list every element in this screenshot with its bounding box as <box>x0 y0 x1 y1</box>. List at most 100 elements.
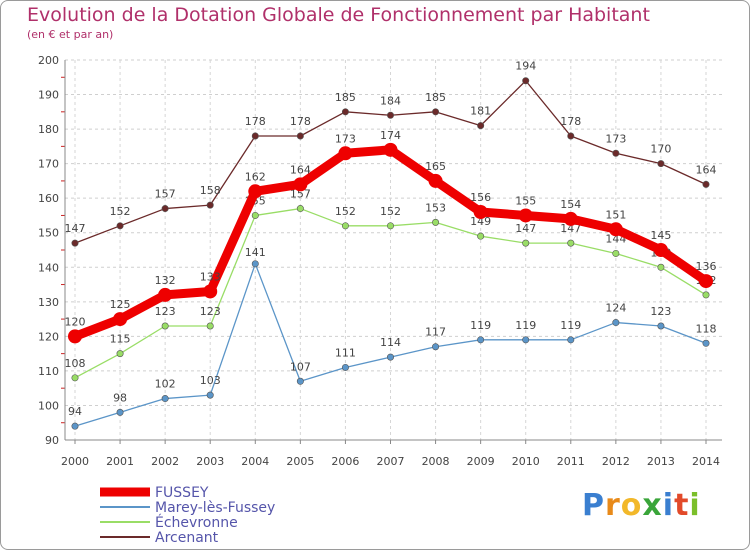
data-point <box>206 322 214 330</box>
data-point <box>296 205 304 213</box>
data-point <box>702 291 710 299</box>
x-tick-label: 2001 <box>106 455 134 468</box>
y-tick-label: 120 <box>38 330 59 343</box>
x-tick-label: 2010 <box>512 455 540 468</box>
chart-title: Evolution de la Dotation Globale de Fonc… <box>27 4 650 26</box>
data-point <box>522 336 530 344</box>
x-tick-label: 2014 <box>692 455 720 468</box>
data-label: 155 <box>515 194 536 207</box>
data-point <box>386 222 394 230</box>
data-label: 98 <box>113 391 127 404</box>
data-label: 147 <box>65 222 86 235</box>
data-label: 125 <box>110 298 131 311</box>
data-label: 117 <box>425 326 446 339</box>
x-tick-label: 2013 <box>647 455 675 468</box>
data-label: 119 <box>515 319 536 332</box>
x-tick-label: 2007 <box>377 455 405 468</box>
series-fussey: 120 125 132 133 162 164 173 174 165 156 155 154 151 1… <box>65 129 717 344</box>
data-point <box>251 132 259 140</box>
x-tick-label: 2009 <box>467 455 495 468</box>
data-label: 147 <box>560 222 581 235</box>
data-point <box>161 395 169 403</box>
data-point <box>653 243 668 257</box>
data-point <box>296 132 304 140</box>
series-marey-l-s-fussey: 94 98 102 103 141 107 111 114 117 119 119 119 124 123… <box>68 246 717 430</box>
data-label: 124 <box>605 302 626 315</box>
data-point <box>563 211 578 226</box>
data-label: 123 <box>200 305 221 318</box>
data-label: 153 <box>425 201 446 214</box>
data-label: 120 <box>65 315 86 328</box>
data-point <box>432 343 440 351</box>
data-point <box>699 274 713 289</box>
data-point <box>432 108 440 116</box>
data-label: 145 <box>650 229 671 242</box>
data-label: 114 <box>380 336 401 349</box>
data-label: 141 <box>245 246 266 259</box>
data-label: 157 <box>290 188 311 201</box>
data-point <box>612 149 620 157</box>
series-arcenant: 147 152 157 158 178 178 185 184 185 181 194 178 173 1… <box>65 60 717 247</box>
y-tick-label: 160 <box>38 192 59 205</box>
data-point <box>341 108 349 116</box>
x-tick-label: 2005 <box>286 455 314 468</box>
data-point <box>161 205 169 213</box>
x-tick-label: 2000 <box>61 455 89 468</box>
legend-label: Échevronne <box>155 514 238 531</box>
data-point <box>383 142 398 157</box>
data-label: 178 <box>245 115 266 128</box>
data-label: 185 <box>425 91 446 104</box>
data-label: 102 <box>155 378 176 391</box>
data-point <box>116 350 124 358</box>
data-point <box>293 177 308 192</box>
data-label: 151 <box>605 208 626 221</box>
data-label: 152 <box>110 205 131 218</box>
data-point <box>338 146 353 161</box>
data-label: 119 <box>470 319 491 332</box>
data-label: 178 <box>560 115 581 128</box>
data-label: 156 <box>470 191 491 204</box>
data-label: 152 <box>335 205 356 218</box>
data-label: 157 <box>155 188 176 201</box>
x-tick-label: 2011 <box>557 455 585 468</box>
data-label: 154 <box>560 198 581 211</box>
data-point <box>608 222 623 237</box>
x-tick-label: 2008 <box>422 455 450 468</box>
data-label: 170 <box>650 143 671 156</box>
data-label: 118 <box>696 322 717 335</box>
data-point <box>522 239 530 247</box>
data-point <box>386 111 394 119</box>
data-point <box>567 239 575 247</box>
data-label: 162 <box>245 170 266 183</box>
data-label: 181 <box>470 105 491 118</box>
data-point <box>428 173 443 188</box>
data-point <box>567 336 575 344</box>
data-point <box>71 422 79 430</box>
chart-subtitle: (en € et par an) <box>27 28 114 41</box>
legend-label: Marey-lès-Fussey <box>155 500 275 516</box>
data-label: 111 <box>335 346 356 359</box>
data-point <box>116 222 124 230</box>
x-tick-label: 2003 <box>196 455 224 468</box>
data-point <box>248 184 263 199</box>
data-label: 173 <box>605 132 626 145</box>
data-label: 132 <box>155 274 176 287</box>
proxiti-logo: Proxiti <box>582 488 701 523</box>
data-label: 173 <box>335 132 356 145</box>
legend-label: Arcenant <box>155 530 219 546</box>
data-point <box>71 374 79 382</box>
data-point <box>702 339 710 347</box>
data-point <box>612 319 620 327</box>
data-label: 158 <box>200 184 221 197</box>
data-label: 133 <box>200 270 221 283</box>
data-point <box>68 329 82 344</box>
data-label: 165 <box>425 160 446 173</box>
y-tick-label: 100 <box>38 399 59 412</box>
data-point <box>206 201 214 209</box>
data-label: 147 <box>515 222 536 235</box>
data-label: 136 <box>696 260 717 273</box>
data-point <box>477 122 485 130</box>
legend-label: FUSSEY <box>155 485 209 501</box>
data-label: 152 <box>380 205 401 218</box>
